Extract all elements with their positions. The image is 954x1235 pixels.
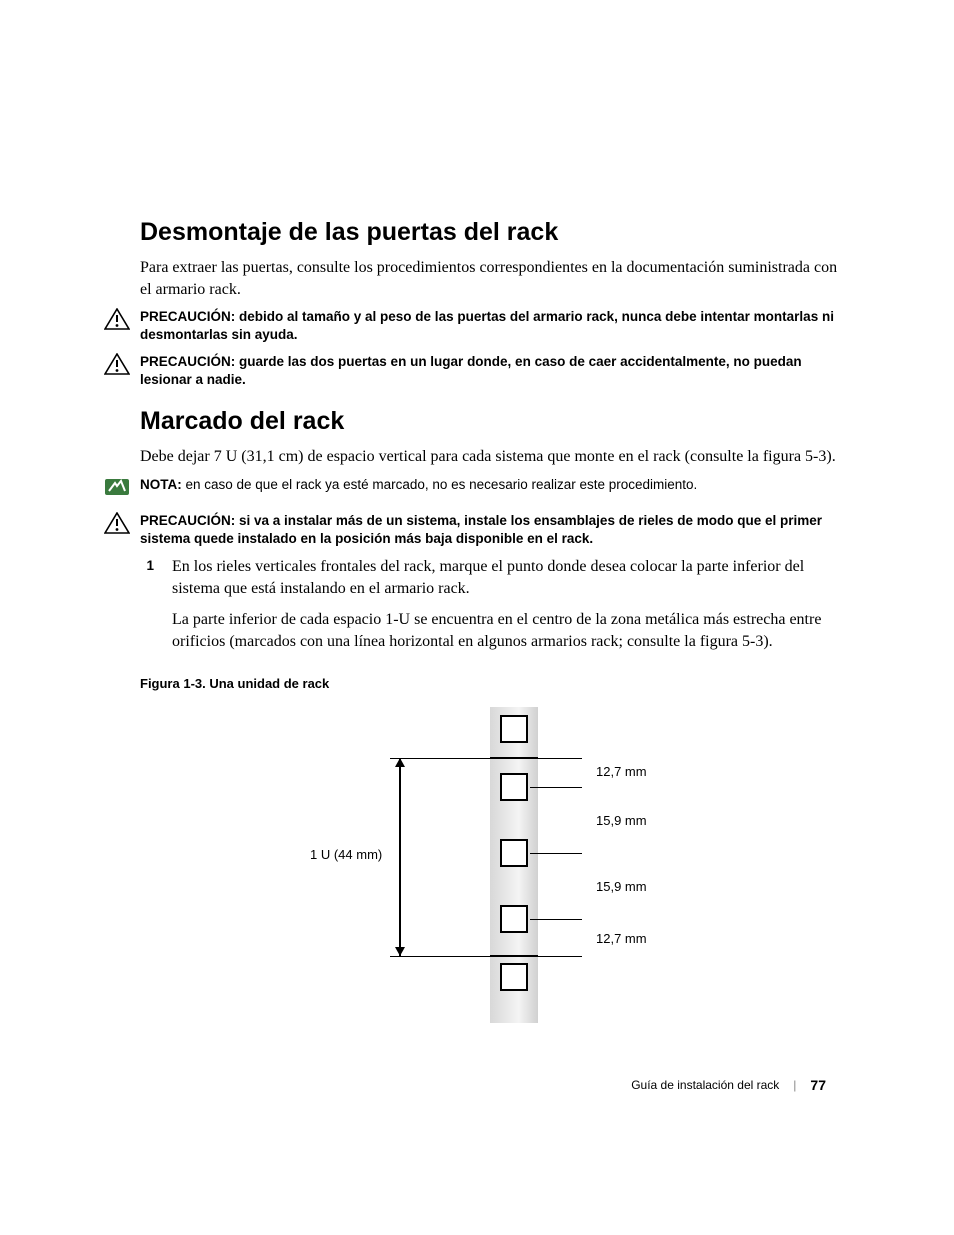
u-label: 1 U (44 mm): [310, 847, 382, 862]
caution-1-text: PRECAUCIÓN: debido al tamaño y al peso d…: [140, 308, 844, 344]
arrowhead-up-icon: [395, 758, 405, 767]
list-number: 1: [140, 556, 154, 662]
list-body: En los rieles verticales frontales del r…: [172, 556, 844, 662]
caution-3-text: PRECAUCIÓN: si va a instalar más de un s…: [140, 512, 844, 548]
leader-line: [538, 956, 582, 957]
figure-caption: Figura 1-3. Una unidad de rack: [140, 676, 844, 691]
footer-separator: |: [793, 1078, 796, 1092]
dim-line: [399, 758, 401, 956]
leader-line: [538, 758, 582, 759]
footer-page-number: 77: [810, 1077, 826, 1093]
footer-doc-title: Guía de instalación del rack: [631, 1078, 779, 1092]
rack-divider: [490, 757, 538, 759]
measure-2: 15,9 mm: [596, 813, 647, 828]
measure-3: 15,9 mm: [596, 879, 647, 894]
section2-title: Marcado del rack: [140, 407, 844, 436]
section1-intro: Para extraer las puertas, consulte los p…: [140, 257, 844, 300]
caution-box-2: PRECAUCIÓN: guarde las dos puertas en un…: [104, 353, 844, 389]
ordered-list: 1 En los rieles verticales frontales del…: [140, 556, 844, 662]
caution-box-1: PRECAUCIÓN: debido al tamaño y al peso d…: [104, 308, 844, 344]
measure-1: 12,7 mm: [596, 764, 647, 779]
caution-icon: [104, 308, 130, 330]
figure-rack-unit: 12,7 mm 15,9 mm 15,9 mm 12,7 mm 1 U (44 …: [250, 707, 710, 1037]
dim-ext: [390, 956, 490, 957]
note-text: NOTA: en caso de que el rack ya esté mar…: [140, 476, 697, 494]
caution-box-3: PRECAUCIÓN: si va a instalar más de un s…: [104, 512, 844, 548]
rack-divider: [490, 955, 538, 957]
rack-hole: [500, 715, 528, 743]
page-content: Desmontaje de las puertas del rack Para …: [0, 0, 954, 1097]
dim-ext: [390, 758, 490, 759]
list-item: 1 En los rieles verticales frontales del…: [140, 556, 844, 662]
caution-icon: [104, 353, 130, 375]
page-footer: Guía de instalación del rack | 77: [631, 1077, 826, 1093]
rack-hole: [500, 905, 528, 933]
leader-line: [530, 787, 582, 788]
step1-p2: La parte inferior de cada espacio 1-U se…: [172, 609, 844, 652]
section1-title: Desmontaje de las puertas del rack: [140, 218, 844, 247]
note-box: NOTA: en caso de que el rack ya esté mar…: [104, 476, 844, 498]
rack-hole: [500, 963, 528, 991]
caution-2-text: PRECAUCIÓN: guarde las dos puertas en un…: [140, 353, 844, 389]
arrowhead-down-icon: [395, 947, 405, 956]
leader-line: [530, 853, 582, 854]
rack-hole: [500, 839, 528, 867]
rack-hole: [500, 773, 528, 801]
section2-intro: Debe dejar 7 U (31,1 cm) de espacio vert…: [140, 446, 844, 468]
leader-line: [530, 919, 582, 920]
measure-4: 12,7 mm: [596, 931, 647, 946]
note-icon: [104, 476, 130, 498]
caution-icon: [104, 512, 130, 534]
step1-p1: En los rieles verticales frontales del r…: [172, 556, 844, 599]
